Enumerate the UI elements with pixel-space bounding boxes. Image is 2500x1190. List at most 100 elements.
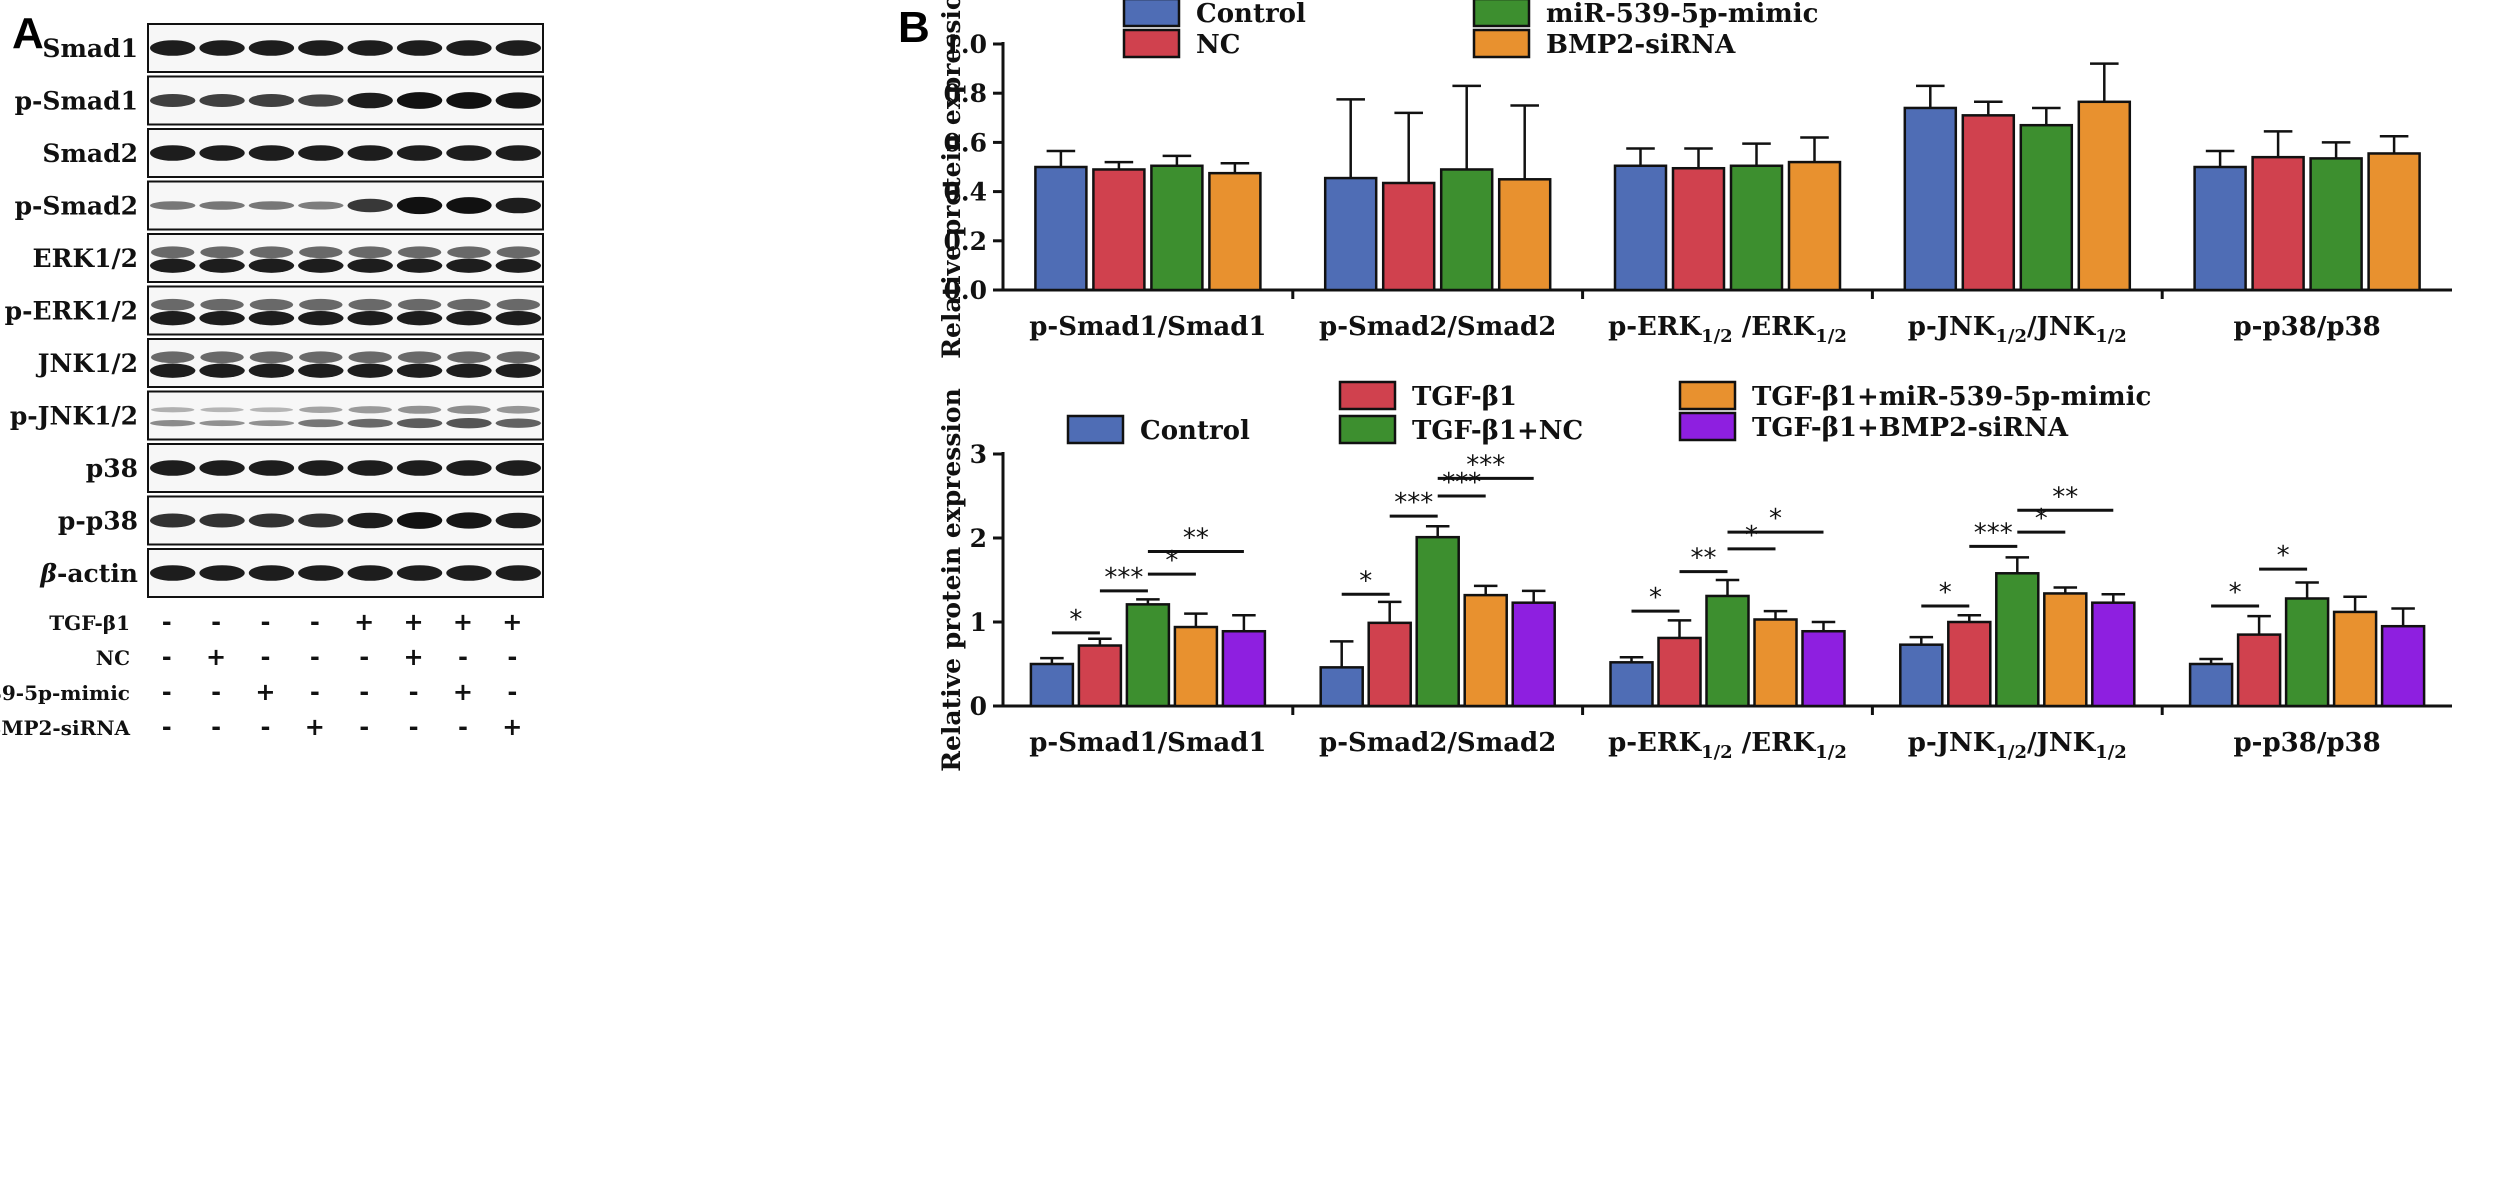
significance-marker: * [1165, 546, 1178, 576]
blot-band [199, 201, 245, 210]
blot-band [199, 460, 245, 476]
row-label-part: β [39, 559, 57, 588]
treatment-sign: + [305, 713, 325, 741]
treatment-sign: - [162, 678, 172, 706]
blot-strip [147, 285, 544, 336]
bar [1787, 160, 1842, 292]
treatment-sign: + [404, 608, 424, 636]
category-label-part: /JNK [2027, 728, 2097, 758]
blot-band [446, 363, 492, 378]
blot-band [347, 198, 393, 213]
legend-label: Control [1140, 416, 1250, 446]
blot-row-label: Smad2 [42, 139, 138, 168]
blot-band [199, 145, 245, 161]
bar [1801, 629, 1846, 708]
bar [1671, 166, 1726, 292]
treatment-sign: - [359, 678, 369, 706]
blot-band [348, 298, 392, 311]
bar [1077, 644, 1123, 708]
legend-label: miR-539-5p-mimic [1546, 0, 1819, 29]
blot-band [495, 145, 542, 161]
blot-band [496, 246, 541, 259]
blot-band [249, 298, 294, 311]
category-label-part: p-JNK [1908, 728, 1997, 758]
blot-band [396, 512, 443, 529]
treatment-sign: - [359, 643, 369, 671]
blot-band [299, 406, 343, 413]
treatment-sign: - [211, 713, 221, 741]
treatment-sign: - [260, 643, 270, 671]
blot-band [299, 351, 343, 364]
blot-band [248, 311, 295, 326]
blot-band [397, 351, 442, 364]
treatment-sign: - [310, 608, 320, 636]
blot-band [447, 246, 491, 259]
y-tick-label: 0.8 [944, 79, 988, 108]
category-label: p-JNK1/2/JNK1/2 [1908, 312, 2127, 347]
blot-band [396, 145, 443, 161]
blot-band [298, 513, 344, 528]
blot-band [396, 311, 443, 326]
treatment-label: TGF-β1 [49, 611, 130, 635]
treatment-sign: - [260, 713, 270, 741]
blot-band [149, 311, 196, 326]
category-label-part: p-Smad2/Smad2 [1319, 728, 1556, 758]
treatment-sign: + [453, 678, 473, 706]
category-label: p-ERK1/2 /ERK1/2 [1608, 728, 1847, 763]
significance-marker: * [1939, 578, 1952, 608]
blot-band [396, 363, 443, 378]
blot-band [199, 258, 245, 273]
bar [1463, 593, 1508, 708]
bar [1415, 535, 1460, 708]
treatment-sign: + [404, 643, 424, 671]
bar [2251, 155, 2305, 292]
treatment-sign: - [507, 643, 517, 671]
blot-band [248, 145, 295, 161]
bar [1221, 629, 1267, 708]
blot-band [496, 298, 541, 311]
bar [2193, 165, 2247, 292]
legend-label: BMP2-siRNA [1546, 30, 1736, 60]
blot-band [200, 407, 244, 413]
bar [1753, 618, 1798, 708]
blot-band [298, 201, 344, 210]
blot-band [149, 201, 196, 210]
blot-band [446, 512, 492, 529]
category-label-subscript: 1/2 [2095, 326, 2127, 347]
treatment-sign: - [458, 643, 468, 671]
y-tick-label: 1.0 [944, 30, 988, 59]
blot-band [397, 246, 442, 259]
blot-band [149, 258, 196, 273]
blot-band [199, 513, 245, 528]
significance-marker: * [2229, 578, 2242, 608]
treatment-sign: - [359, 713, 369, 741]
category-label-part: p-Smad1/Smad1 [1029, 312, 1266, 342]
blot-band [149, 565, 196, 581]
category-label: p-JNK1/2/JNK1/2 [1908, 728, 2127, 763]
treatment-sign: + [255, 678, 275, 706]
treatment-label: BMP2-siRNA [0, 716, 130, 740]
y-axis-label: Relative protein expression [937, 388, 966, 772]
blot-band [298, 94, 344, 107]
blot-band [396, 565, 443, 581]
bar [1705, 594, 1750, 708]
blot-band [298, 363, 344, 378]
bar [1323, 176, 1378, 292]
blot-band [200, 298, 244, 311]
legend-swatch [1122, 28, 1181, 59]
bar [1729, 164, 1784, 292]
y-axis-label: Relative protein expression [937, 0, 966, 359]
blot-band [199, 94, 245, 107]
blot-band [347, 40, 393, 56]
category-label: p-ERK1/2 /ERK1/2 [1608, 312, 1847, 347]
blot-band [347, 565, 393, 581]
treatment-sign: - [409, 713, 419, 741]
significance-marker: *** [1466, 450, 1505, 480]
blot-band [248, 40, 295, 56]
blot-band [149, 460, 196, 476]
y-tick-label: 0.6 [944, 128, 988, 157]
category-label: p-Smad2/Smad2 [1319, 728, 1556, 758]
y-tick-label: 0.0 [944, 276, 988, 305]
category-label-part: p-ERK [1608, 312, 1702, 342]
bar [2380, 624, 2426, 708]
